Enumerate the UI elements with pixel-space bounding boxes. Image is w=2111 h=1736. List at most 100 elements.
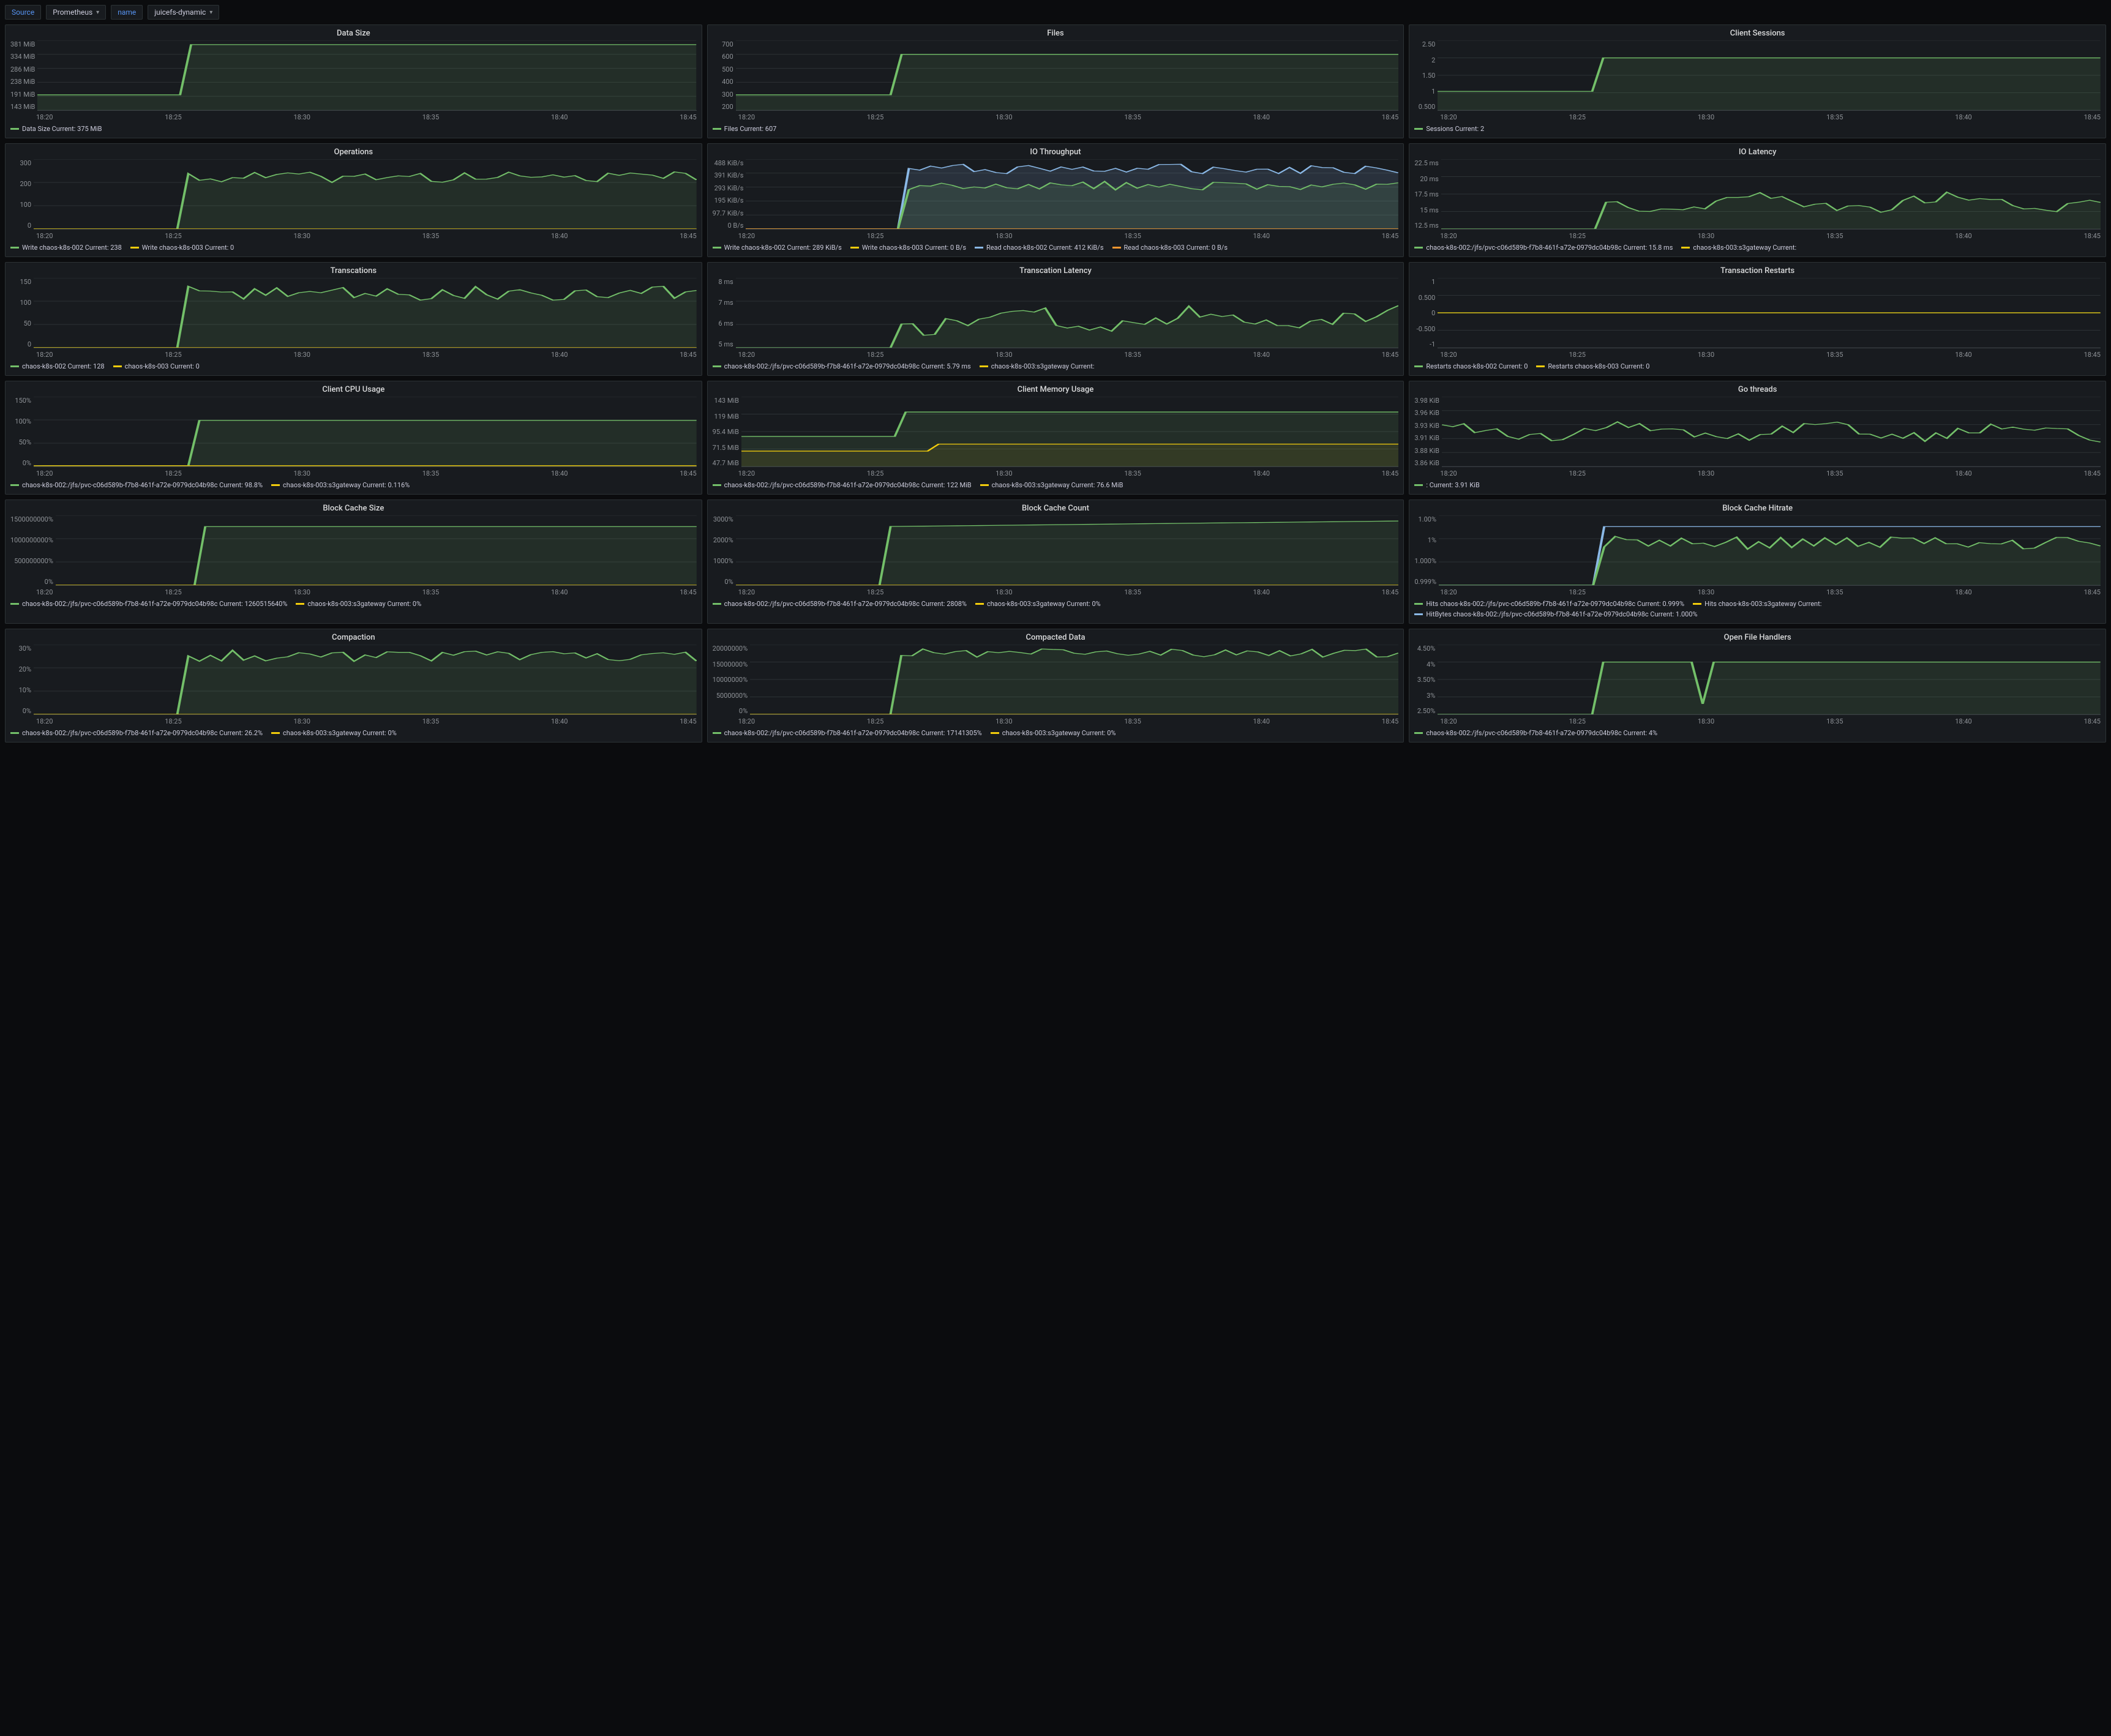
x-tick: 18:35 (1124, 113, 1141, 121)
chart-area[interactable]: 3000%2000%1000%0% (713, 515, 1399, 586)
legend-item[interactable]: Write chaos-k8s-002 Current: 238 (10, 244, 122, 252)
legend-item[interactable]: Write chaos-k8s-002 Current: 289 KiB/s (713, 244, 842, 252)
legend-item[interactable]: chaos-k8s-002:/jfs/pvc-c06d589b-f7b8-461… (713, 729, 982, 737)
legend-item[interactable]: chaos-k8s-003:s3gateway Current: 0% (975, 600, 1101, 608)
chart-area[interactable]: 4.50%4%3.50%3%2.50% (1414, 645, 2101, 715)
chart-area[interactable]: 488 KiB/s391 KiB/s293 KiB/s195 KiB/s97.7… (713, 159, 1399, 230)
legend-item[interactable]: Files Current: 607 (713, 125, 777, 133)
legend-label: Files Current: 607 (724, 125, 777, 133)
legend-item[interactable]: Hits chaos-k8s-003:s3gateway Current: (1693, 600, 1821, 608)
y-tick: 238 MiB (10, 78, 35, 86)
legend-item[interactable]: Read chaos-k8s-003 Current: 0 B/s (1112, 244, 1228, 252)
legend-swatch (1414, 365, 1423, 367)
legend-label: chaos-k8s-002:/jfs/pvc-c06d589b-f7b8-461… (22, 600, 287, 608)
legend-swatch (1536, 365, 1545, 367)
legend-item[interactable]: chaos-k8s-002:/jfs/pvc-c06d589b-f7b8-461… (1414, 729, 1657, 737)
plot-area[interactable] (34, 397, 697, 467)
plot-area[interactable] (1441, 159, 2101, 230)
legend-swatch (713, 365, 721, 367)
legend-item[interactable]: chaos-k8s-002 Current: 128 (10, 362, 105, 370)
name-value-selector[interactable]: juicefs-dynamic ▾ (148, 5, 219, 20)
legend-item[interactable]: chaos-k8s-002:/jfs/pvc-c06d589b-f7b8-461… (10, 481, 263, 489)
y-tick: 200 (722, 103, 733, 111)
x-tick: 18:45 (2084, 351, 2101, 359)
legend-item[interactable]: HitBytes chaos-k8s-002:/jfs/pvc-c06d589b… (1414, 610, 1697, 618)
chart-area[interactable]: 150%100%50%0% (10, 397, 697, 467)
legend-swatch (713, 484, 721, 486)
legend-item[interactable]: Restarts chaos-k8s-002 Current: 0 (1414, 362, 1528, 370)
y-tick: 2.50% (1417, 707, 1436, 715)
plot-area[interactable] (1438, 278, 2101, 348)
plot-area[interactable] (750, 645, 1398, 715)
chart-area[interactable]: 381 MiB334 MiB286 MiB238 MiB191 MiB143 M… (10, 40, 697, 111)
legend-item[interactable]: chaos-k8s-003:s3gateway Current: 0% (991, 729, 1116, 737)
legend-item[interactable]: chaos-k8s-003:s3gateway Current: (1681, 244, 1796, 252)
plot-area[interactable] (741, 397, 1398, 467)
chart-area[interactable]: 1.00%1%1.000%0.999% (1414, 515, 2101, 586)
chart-area[interactable]: 150100500 (10, 278, 697, 348)
plot-area[interactable] (736, 278, 1399, 348)
y-tick: 488 KiB/s (714, 159, 744, 167)
y-tick: 15000000% (713, 660, 748, 668)
legend-item[interactable]: chaos-k8s-003:s3gateway Current: 76.6 Mi… (980, 481, 1123, 489)
x-tick: 18:45 (1382, 232, 1398, 240)
legend-item[interactable]: chaos-k8s-002:/jfs/pvc-c06d589b-f7b8-461… (10, 729, 263, 737)
chart-area[interactable]: 22.5 ms20 ms17.5 ms15 ms12.5 ms (1414, 159, 2101, 230)
legend-item[interactable]: chaos-k8s-003:s3gateway Current: 0% (296, 600, 421, 608)
x-tick: 18:40 (1253, 588, 1270, 596)
plot-area[interactable] (1438, 40, 2101, 111)
y-tick: 8 ms (718, 278, 733, 286)
source-selector[interactable]: Source (5, 5, 41, 20)
chart-area[interactable]: 30%20%10%0% (10, 645, 697, 715)
y-tick: 300 (722, 91, 733, 99)
x-tick: 18:25 (1569, 232, 1586, 240)
name-selector[interactable]: name (111, 5, 143, 20)
y-tick: 1000% (713, 557, 733, 565)
legend-item[interactable]: chaos-k8s-002:/jfs/pvc-c06d589b-f7b8-461… (1414, 244, 1673, 252)
chart-area[interactable]: 10.5000-0.500-1 (1414, 278, 2101, 348)
chart-area[interactable]: 700600500400300200 (713, 40, 1399, 111)
legend-item[interactable]: Hits chaos-k8s-002:/jfs/pvc-c06d589b-f7b… (1414, 600, 1684, 608)
legend-item[interactable]: Data Size Current: 375 MiB (10, 125, 102, 133)
plot-area[interactable] (34, 278, 697, 348)
legend-item[interactable]: Write chaos-k8s-003 Current: 0 (130, 244, 234, 252)
legend-item[interactable]: chaos-k8s-003:s3gateway Current: 0% (271, 729, 397, 737)
chart-area[interactable]: 3002001000 (10, 159, 697, 230)
plot-area[interactable] (34, 645, 697, 715)
chart-area[interactable]: 8 ms7 ms6 ms5 ms (713, 278, 1399, 348)
x-tick: 18:35 (1826, 113, 1843, 121)
plot-area[interactable] (56, 515, 697, 586)
x-tick: 18:40 (1955, 351, 1971, 359)
legend-item[interactable]: chaos-k8s-002:/jfs/pvc-c06d589b-f7b8-461… (713, 600, 967, 608)
plot-area[interactable] (1439, 515, 2101, 586)
legend-item[interactable]: Restarts chaos-k8s-003 Current: 0 (1536, 362, 1649, 370)
legend-item[interactable]: : Current: 3.91 KiB (1414, 481, 1479, 489)
source-value-selector[interactable]: Prometheus ▾ (46, 5, 106, 20)
legend-item[interactable]: Sessions Current: 2 (1414, 125, 1484, 133)
plot-area[interactable] (1438, 645, 2101, 715)
plot-area[interactable] (736, 40, 1399, 111)
chart-area[interactable]: 2.5021.5010.500 (1414, 40, 2101, 111)
chart-area[interactable]: 143 MiB119 MiB95.4 MiB71.5 MiB47.7 MiB (713, 397, 1399, 467)
x-tick: 18:40 (1955, 588, 1971, 596)
plot-area[interactable] (746, 159, 1398, 230)
plot-area[interactable] (736, 515, 1399, 586)
legend-item[interactable]: chaos-k8s-003:s3gateway Current: 0.116% (271, 481, 410, 489)
chart-area[interactable]: 3.98 KiB3.96 KiB3.93 KiB3.91 KiB3.88 KiB… (1414, 397, 2101, 467)
plot-area[interactable] (34, 159, 697, 230)
x-axis: 18:2018:2518:3018:3518:4018:45 (10, 715, 697, 725)
legend-item[interactable]: chaos-k8s-003 Current: 0 (113, 362, 200, 370)
legend-item[interactable]: Write chaos-k8s-003 Current: 0 B/s (850, 244, 966, 252)
legend: chaos-k8s-002:/jfs/pvc-c06d589b-f7b8-461… (713, 600, 1399, 608)
legend-item[interactable]: chaos-k8s-002:/jfs/pvc-c06d589b-f7b8-461… (713, 362, 971, 370)
legend-item[interactable]: chaos-k8s-002:/jfs/pvc-c06d589b-f7b8-461… (713, 481, 972, 489)
legend-item[interactable]: chaos-k8s-002:/jfs/pvc-c06d589b-f7b8-461… (10, 600, 287, 608)
plot-area[interactable] (1442, 397, 2101, 467)
legend-item[interactable]: Read chaos-k8s-002 Current: 412 KiB/s (975, 244, 1103, 252)
chart-area[interactable]: 1500000000%1000000000%500000000%0% (10, 515, 697, 586)
chart-area[interactable]: 20000000%15000000%10000000%5000000%0% (713, 645, 1399, 715)
x-tick: 18:45 (2084, 717, 2101, 725)
legend-item[interactable]: chaos-k8s-003:s3gateway Current: (980, 362, 1095, 370)
legend-label: Write chaos-k8s-002 Current: 289 KiB/s (724, 244, 842, 252)
plot-area[interactable] (37, 40, 696, 111)
